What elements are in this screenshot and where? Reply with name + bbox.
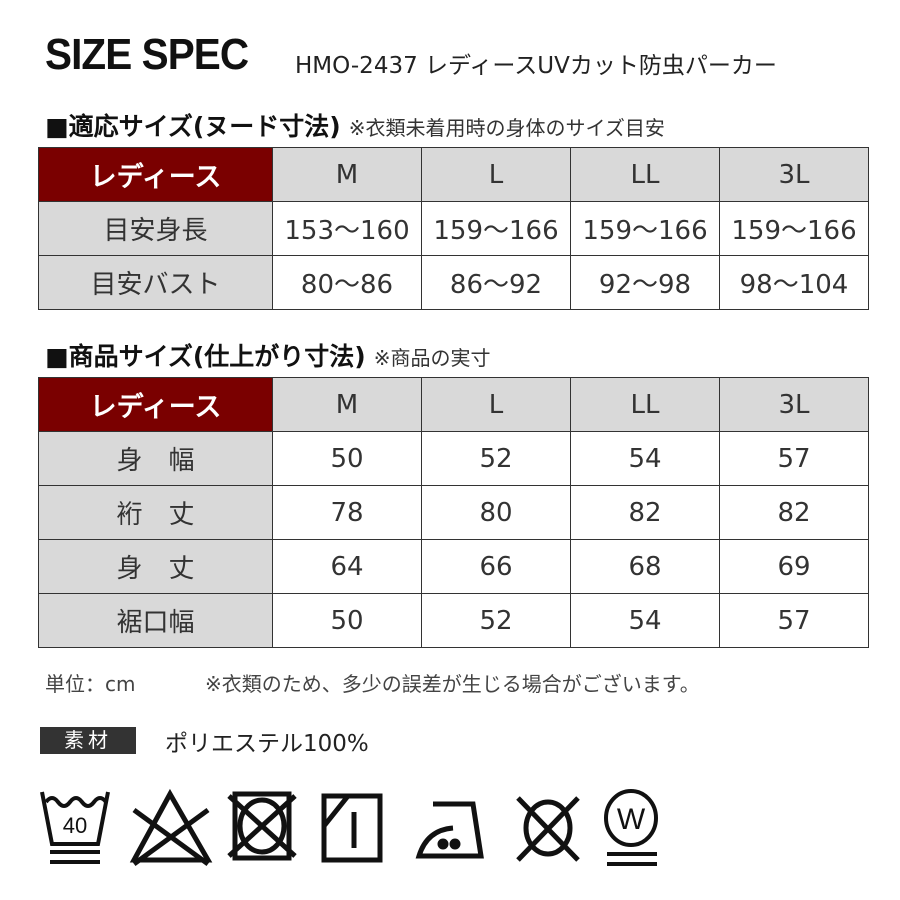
wet-clean-gentle-icon: W xyxy=(604,789,658,866)
cell: 80〜86 xyxy=(272,255,422,310)
disclaimer: ※衣類のため、多少の誤差が生じる場合がございます。 xyxy=(205,672,700,696)
product-name: HMO-2437 レディースUVカット防虫パーカー xyxy=(295,53,777,79)
table-row: 裾口幅 50 52 54 57 xyxy=(38,593,869,648)
row-label: 身 幅 xyxy=(38,431,273,486)
cell: 69 xyxy=(719,539,869,594)
cell: 52 xyxy=(421,593,571,648)
table-row: 目安身長 153〜160 159〜166 159〜166 159〜166 xyxy=(38,201,869,256)
row-label: 裄 丈 xyxy=(38,485,273,540)
heading-note: ※衣類未着用時の身体のサイズ目安 xyxy=(348,116,665,140)
table-row: 身 丈 64 66 68 69 xyxy=(38,539,869,594)
cell: 98〜104 xyxy=(719,255,869,310)
header-cell: LL xyxy=(570,377,720,432)
page-title: SIZE SPEC xyxy=(45,30,249,79)
table-header: レディース M L LL 3L xyxy=(38,377,869,432)
cell: 54 xyxy=(570,431,720,486)
cell: 50 xyxy=(272,593,422,648)
heading-text: ■適応サイズ(ヌード寸法) xyxy=(45,112,341,141)
table-row: 身 幅 50 52 54 57 xyxy=(38,431,869,486)
cell: 82 xyxy=(570,485,720,540)
row-label: 身 丈 xyxy=(38,539,273,594)
cell: 80 xyxy=(421,485,571,540)
header-cell: 3L xyxy=(719,377,869,432)
cell: 159〜166 xyxy=(570,201,720,256)
cell: 92〜98 xyxy=(570,255,720,310)
product-size-heading: ■商品サイズ(仕上がり寸法) ※商品の実寸 xyxy=(45,337,491,373)
svg-text:W: W xyxy=(617,803,646,836)
material-label: 素材 xyxy=(40,727,136,754)
row-label: 目安身長 xyxy=(38,201,273,256)
unit-label: 単位：cm xyxy=(45,672,136,696)
header-cell: M xyxy=(272,147,422,202)
table-row: 目安バスト 80〜86 86〜92 92〜98 98〜104 xyxy=(38,255,869,310)
iron-medium-icon xyxy=(415,801,484,859)
cell: 50 xyxy=(272,431,422,486)
cell: 66 xyxy=(421,539,571,594)
no-bleach-icon xyxy=(129,788,213,867)
no-dry-clean-icon xyxy=(516,796,580,862)
header-cell: レディース xyxy=(38,147,273,202)
row-label: 裾口幅 xyxy=(38,593,273,648)
header-cell: LL xyxy=(570,147,720,202)
header-cell: M xyxy=(272,377,422,432)
care-icons: 40 W xyxy=(38,788,683,878)
nude-size-table: レディース M L LL 3L 目安身長 153〜160 159〜166 159〜166 159… xyxy=(38,147,869,310)
line-dry-shade-icon xyxy=(321,793,383,863)
cell: 57 xyxy=(719,431,869,486)
no-tumble-dry-icon xyxy=(227,791,297,861)
cell: 159〜166 xyxy=(719,201,869,256)
heading-note: ※商品の実寸 xyxy=(373,346,491,370)
row-label: 目安バスト xyxy=(38,255,273,310)
table-row: 裄 丈 78 80 82 82 xyxy=(38,485,869,540)
header-cell: L xyxy=(421,147,571,202)
header-cell: L xyxy=(421,377,571,432)
cell: 86〜92 xyxy=(421,255,571,310)
material-value: ポリエステル100% xyxy=(165,731,369,757)
table-header: レディース M L LL 3L xyxy=(38,147,869,202)
cell: 54 xyxy=(570,593,720,648)
cell: 68 xyxy=(570,539,720,594)
wash-40-gentle-icon: 40 xyxy=(40,791,110,864)
heading-text: ■商品サイズ(仕上がり寸法) xyxy=(45,342,366,371)
nude-size-heading: ■適応サイズ(ヌード寸法) ※衣類未着用時の身体のサイズ目安 xyxy=(45,107,665,143)
cell: 57 xyxy=(719,593,869,648)
cell: 153〜160 xyxy=(272,201,422,256)
header-cell: 3L xyxy=(719,147,869,202)
cell: 82 xyxy=(719,485,869,540)
header-cell: レディース xyxy=(38,377,273,432)
cell: 159〜166 xyxy=(421,201,571,256)
svg-text:40: 40 xyxy=(63,813,87,838)
cell: 64 xyxy=(272,539,422,594)
cell: 78 xyxy=(272,485,422,540)
cell: 52 xyxy=(421,431,571,486)
